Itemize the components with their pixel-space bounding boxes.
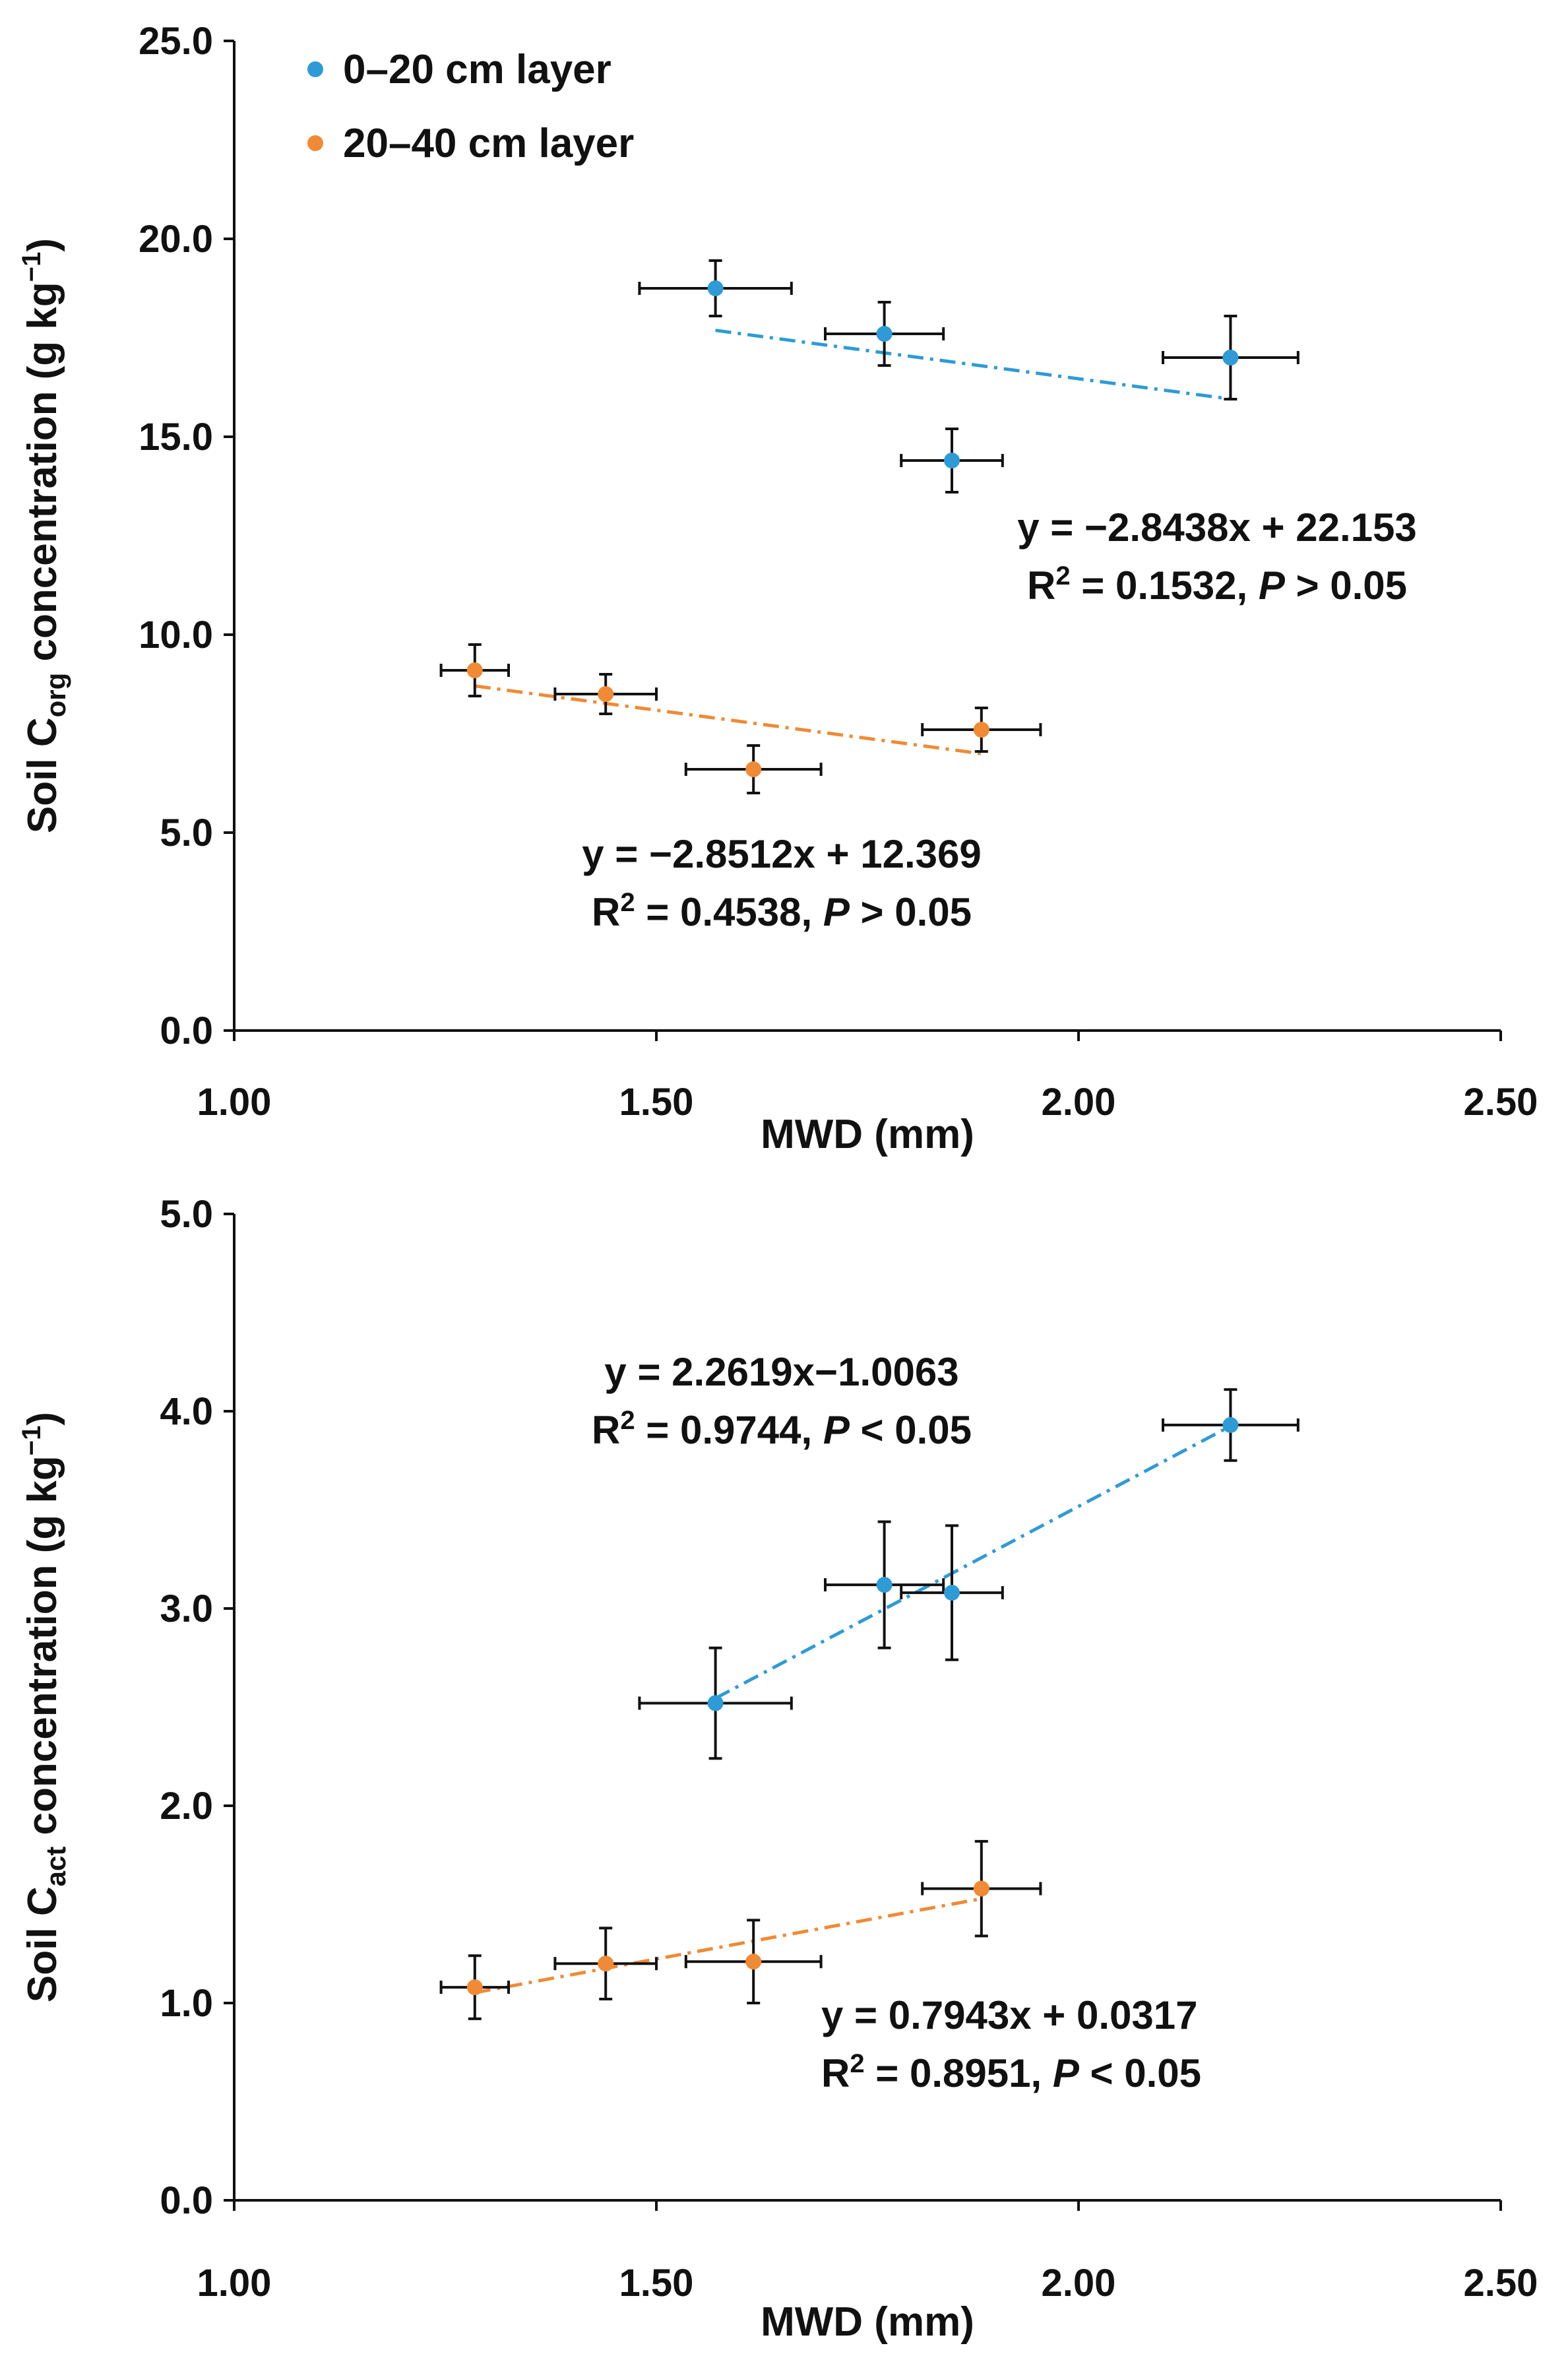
regression-equation: y = 0.7943x + 0.0317: [821, 1993, 1198, 2037]
data-point: [876, 1577, 893, 1593]
data-point: [707, 280, 724, 296]
x-tick-label: 2.50: [1464, 2262, 1538, 2305]
y-axis-title: Soil Corg concentration (g kg−1): [17, 238, 71, 833]
y-tick-label: 15.0: [139, 416, 213, 459]
x-tick-label: 2.00: [1042, 1081, 1116, 1124]
trend-line: [474, 684, 982, 755]
y-tick-label: 1.0: [160, 1982, 213, 2025]
x-axis-title: MWD (mm): [761, 2299, 974, 2345]
x-tick-label: 1.00: [197, 1081, 272, 1124]
regression-stats: R2 = 0.4538, P > 0.05: [592, 888, 972, 934]
y-tick-label: 4.0: [160, 1390, 213, 1433]
chart-panel-1: 0.0 5.0 10.0 15.0 20.0 25.0 1.00 1.50 2.00 2.50 MW…: [17, 20, 1538, 1157]
data-point: [876, 326, 893, 342]
regression-equation: y = 2.2619x−1.0063: [604, 1350, 958, 1394]
legend-label-1: 20–40 cm layer: [343, 121, 634, 166]
x-tick-label: 2.50: [1464, 1081, 1538, 1124]
y-tick-label: 20.0: [139, 218, 213, 261]
y-tick-label: 5.0: [160, 1193, 213, 1236]
regression-stats: R2 = 0.9744, P < 0.05: [592, 1406, 972, 1452]
x-tick-label: 1.50: [619, 1081, 694, 1124]
data-point: [973, 1880, 989, 1897]
data-point: [973, 722, 989, 738]
series-0-20cm: y = −2.8438x + 22.153 R2 = 0.1532, P > 0.…: [638, 259, 1417, 608]
x-tick-label: 2.00: [1042, 2262, 1116, 2305]
x-tick-label: 1.00: [197, 2262, 272, 2305]
y-tick-label: 0.0: [160, 2179, 213, 2222]
legend-marker-1: [307, 135, 323, 151]
series-0-20cm: y = 2.2619x−1.0063 R2 = 0.9744, P < 0.05: [592, 1350, 1300, 1760]
data-point: [745, 1954, 762, 1970]
data-point: [944, 453, 960, 468]
y-tick-label: 25.0: [139, 20, 213, 63]
regression-equation: y = −2.8438x + 22.153: [1017, 505, 1417, 550]
data-point: [598, 1956, 614, 1972]
y-tick-label: 3.0: [160, 1587, 213, 1630]
data-point: [707, 1695, 724, 1711]
x-axis-title: MWD (mm): [761, 1112, 974, 1157]
x-tick-label: 1.50: [619, 2262, 694, 2305]
data-point: [466, 662, 483, 678]
y-tick-label: 10.0: [139, 614, 213, 656]
legend: 0–20 cm layer 20–40 cm layer: [307, 47, 634, 166]
y-tick-label: 2.0: [160, 1785, 213, 1828]
data-point: [598, 686, 614, 702]
data-point: [944, 1585, 960, 1601]
data-point: [466, 1979, 483, 1996]
legend-label-0: 0–20 cm layer: [343, 47, 612, 92]
data-point: [1222, 350, 1239, 366]
data-point: [1222, 1417, 1239, 1433]
trend-line: [474, 1897, 982, 1994]
series-20-40cm: y = −2.8512x + 12.369 R2 = 0.4538, P > 0.…: [439, 643, 1042, 934]
y-tick-label: 5.0: [160, 812, 213, 854]
data-point: [745, 761, 762, 777]
regression-equation: y = −2.8512x + 12.369: [582, 832, 982, 876]
trend-line: [715, 329, 1231, 401]
y-tick-label: 0.0: [160, 1009, 213, 1052]
series-20-40cm: y = 0.7943x + 0.0317 R2 = 0.8951, P < 0.0…: [439, 1839, 1201, 2095]
chart-panel-2: 0.0 1.0 2.0 3.0 4.0 5.0 1.00 1.50 2.00 2.50 MWD (m…: [17, 1193, 1538, 2345]
y-axis-title: Soil Cact concentration (g kg−1): [17, 1412, 71, 2002]
trend-line: [714, 1424, 1232, 1700]
legend-marker-0: [307, 61, 323, 77]
regression-stats: R2 = 0.8951, P < 0.05: [821, 2049, 1201, 2095]
regression-stats: R2 = 0.1532, P > 0.05: [1027, 561, 1407, 608]
